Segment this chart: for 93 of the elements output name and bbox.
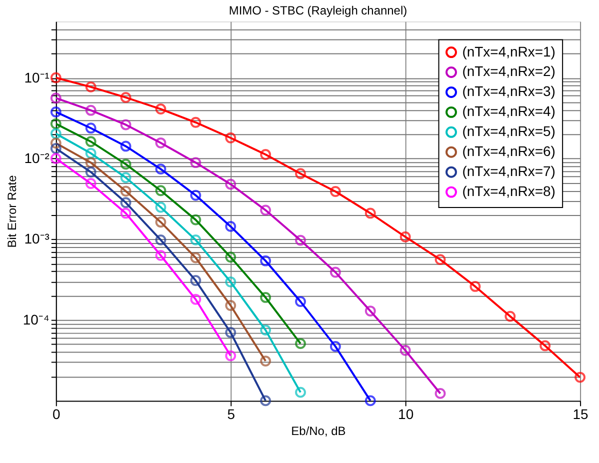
x-tick-label: 15 <box>572 406 589 422</box>
point <box>50 153 62 164</box>
point <box>295 234 306 246</box>
point <box>155 216 166 228</box>
point <box>295 168 306 180</box>
legend-label: (nTx=4,nRx=7) <box>462 163 556 180</box>
point <box>364 395 376 406</box>
point <box>364 306 376 316</box>
point <box>190 275 202 286</box>
point <box>260 395 272 406</box>
legend-label: (nTx=4,nRx=5) <box>462 123 556 140</box>
point <box>120 92 132 103</box>
point <box>155 137 166 148</box>
point <box>504 310 516 322</box>
point <box>260 324 272 336</box>
point <box>400 344 411 356</box>
y-axis-title: Bit Error Rate <box>4 174 19 248</box>
point <box>260 356 272 366</box>
y-tick-label: 10⁻⁴ <box>22 311 50 328</box>
chart-title: MIMO - STBC (Rayleigh channel) <box>228 3 408 18</box>
point <box>225 252 236 263</box>
point <box>295 386 306 398</box>
point <box>85 104 96 116</box>
point <box>295 296 306 308</box>
y-tick-label: 10⁻³ <box>24 230 50 247</box>
point <box>190 214 202 226</box>
point <box>330 340 341 352</box>
point <box>155 104 166 114</box>
point <box>400 231 411 242</box>
point <box>260 204 272 216</box>
point <box>260 292 272 303</box>
legend-label: (nTx=4,nRx=2) <box>462 63 556 80</box>
point <box>225 132 236 144</box>
point <box>120 197 132 208</box>
point <box>120 119 132 130</box>
point <box>190 234 202 246</box>
point <box>50 106 62 118</box>
point <box>155 185 166 196</box>
point <box>85 81 96 92</box>
point <box>85 166 96 178</box>
point <box>120 158 132 170</box>
x-axis-title: Eb/No, dB <box>291 424 346 438</box>
point <box>225 327 236 338</box>
point <box>470 281 481 292</box>
point <box>85 122 96 134</box>
point <box>50 92 62 104</box>
point <box>540 340 551 352</box>
point <box>50 118 62 130</box>
legend-label: (nTx=4,nRx=6) <box>462 143 556 160</box>
point <box>434 254 446 266</box>
point <box>364 208 376 219</box>
point <box>85 136 96 148</box>
point <box>120 172 132 184</box>
point <box>85 148 96 159</box>
x-tick-label: 0 <box>52 406 61 422</box>
x-tick-label: 5 <box>227 406 236 422</box>
point <box>190 157 202 168</box>
legend-label: (nTx=4,nRx=3) <box>462 83 556 100</box>
point <box>85 178 96 189</box>
point <box>155 234 166 246</box>
point <box>295 338 306 350</box>
point <box>225 178 236 190</box>
point <box>574 372 586 383</box>
point <box>120 186 132 197</box>
point <box>330 186 341 197</box>
point <box>225 220 236 232</box>
point <box>330 266 341 278</box>
point <box>50 72 62 84</box>
point <box>120 208 132 219</box>
y-tick-label: 10⁻¹ <box>24 69 50 86</box>
point <box>190 190 202 201</box>
point <box>260 149 272 160</box>
point <box>190 116 202 128</box>
point <box>190 252 202 264</box>
legend-label: (nTx=4,nRx=4) <box>462 103 556 120</box>
point <box>85 157 96 168</box>
point <box>434 388 446 399</box>
point <box>50 143 62 154</box>
point <box>155 250 166 261</box>
point <box>225 350 236 362</box>
legend-label: (nTx=4,nRx=8) <box>462 183 556 200</box>
point <box>225 276 236 288</box>
y-tick-label: 10⁻² <box>24 150 50 166</box>
legend-label: (nTx=4,nRx=1) <box>462 43 556 60</box>
point <box>225 300 236 311</box>
point <box>260 255 272 266</box>
point <box>190 294 202 305</box>
point <box>155 202 166 213</box>
point <box>155 164 166 175</box>
point <box>50 128 62 140</box>
point <box>50 138 62 149</box>
x-tick-label: 10 <box>398 406 414 422</box>
point <box>120 140 132 152</box>
